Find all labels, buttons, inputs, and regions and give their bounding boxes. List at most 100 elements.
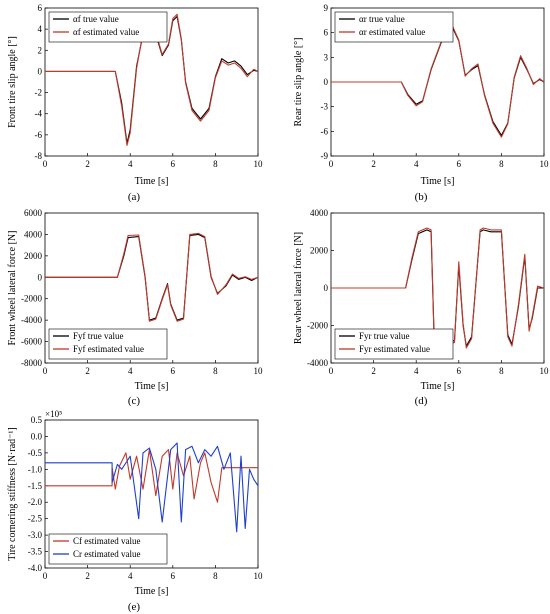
y-tick-label: -6	[35, 130, 43, 140]
y-tick-label: -4000	[307, 358, 328, 368]
series-line-b-1	[331, 20, 545, 138]
x-tick-label: 4	[128, 571, 133, 581]
legend-entry: Fyr true value	[359, 331, 409, 341]
x-tick-label: 0	[329, 159, 334, 169]
panel-caption: (a)	[128, 191, 141, 203]
y-tick-label: -2000	[307, 321, 328, 331]
x-tick-label: 2	[371, 159, 376, 169]
y-tick-label: -2	[35, 88, 43, 98]
y-tick-label: 0	[324, 77, 329, 87]
x-tick-label: 10	[254, 159, 264, 169]
legend-box	[48, 328, 168, 360]
x-tick-label: 6	[171, 571, 176, 581]
y-tick-label: 6000	[24, 208, 43, 218]
y-tick-label: -4	[35, 109, 43, 119]
x-tick-label: 4	[128, 366, 133, 376]
y-tick-label: 6	[324, 28, 329, 38]
y-tick-label: -1.5	[28, 481, 43, 491]
x-tick-label: 10	[540, 159, 550, 169]
chart-panel-b: 0 2 4 6 8 10 9 6 3 0 -3 -6 -9 Time [s] Rear tire slip …	[293, 3, 549, 203]
legend-box	[48, 11, 168, 43]
x-tick-label: 2	[85, 159, 90, 169]
x-tick-label: 6	[171, 159, 176, 169]
y-tick-label: 4000	[24, 229, 43, 239]
y-tick-label: -6000	[21, 337, 42, 347]
y-tick-label: 0.0	[31, 431, 43, 441]
y-tick-label: 4	[38, 24, 43, 34]
y-axis-label: Front wheel lateral force [N]	[7, 231, 18, 346]
y-tick-label: 2	[38, 45, 43, 55]
y-tick-label: -4000	[21, 315, 42, 325]
panel-caption: (e)	[128, 601, 141, 613]
x-axis-label: Time [s]	[421, 381, 455, 392]
y-axis-label: Tire cornering stiffness [N·rad⁻¹]	[7, 427, 18, 561]
series-line-c-1	[45, 232, 259, 322]
y-tick-label: 9	[324, 3, 329, 13]
x-tick-label: 4	[414, 159, 419, 169]
y-tick-label: -1.0	[28, 464, 43, 474]
x-tick-label: 10	[540, 366, 550, 376]
legend-entry: αr true value	[359, 14, 405, 24]
y-tick-label: 0	[324, 283, 329, 293]
series-line-d-1	[331, 227, 545, 349]
x-tick-label: 2	[85, 366, 90, 376]
x-tick-label: 4	[414, 366, 419, 376]
chart-panel-a: 0 2 4 6 8 10 6 4 2 0 -2 -4 -6 -8 Time [s] Front tire sl…	[7, 3, 263, 203]
panel-caption: (b)	[415, 191, 428, 203]
y-tick-label: 2000	[24, 251, 43, 261]
y-tick-label: -6	[321, 126, 329, 136]
legend-entry: Fyf estimated value	[73, 344, 144, 354]
chart-panel-c: 0 2 4 6 8 10 6000 4000 2000 0 -2000 -4000 -6000 -8000…	[7, 208, 263, 407]
y-tick-label: 4000	[310, 208, 329, 218]
y-tick-label: 0	[38, 272, 43, 282]
series-line-a-1	[45, 13, 259, 146]
y-tick-label: -4.0	[28, 563, 43, 573]
y-tick-label: -8	[35, 151, 43, 161]
x-tick-label: 0	[43, 366, 48, 376]
x-tick-label: 8	[213, 366, 218, 376]
x-tick-label: 6	[457, 159, 462, 169]
x-tick-label: 10	[254, 571, 264, 581]
panel-caption: (c)	[128, 395, 141, 407]
x-axis-label: Time [s]	[135, 586, 169, 597]
x-tick-label: 8	[499, 366, 504, 376]
y-axis-label: Rear wheel lateral force [N]	[293, 232, 304, 344]
y-tick-label: -8000	[21, 358, 42, 368]
x-tick-label: 6	[457, 366, 462, 376]
legend-box	[48, 533, 168, 565]
x-tick-label: 8	[213, 159, 218, 169]
chart-panel-e: 0 2 4 6 8 10 0.5 0.0 -0.5 -1.0 -1.5 -2.0 -2.5 -3.0 -3.…	[7, 409, 263, 613]
y-tick-label: 2000	[310, 246, 329, 256]
y-axis-label: Front tire slip angle [°]	[7, 36, 18, 128]
legend-entry: Fyr estimated value	[359, 344, 430, 354]
legend-entry: αf true value	[73, 14, 119, 24]
x-axis-label: Time [s]	[135, 381, 169, 392]
y-tick-label: -3	[321, 102, 329, 112]
legend-entry: αr estimated value	[359, 27, 425, 37]
x-tick-label: 10	[254, 366, 264, 376]
panel-caption: (d)	[415, 395, 428, 407]
legend-entry: αf estimated value	[73, 27, 139, 37]
x-tick-label: 2	[371, 366, 376, 376]
y-tick-label: 3	[324, 52, 329, 62]
legend-entry: Cr estimated value	[73, 549, 140, 559]
series-line-c-0	[45, 233, 259, 321]
y-tick-label: 0	[38, 66, 43, 76]
y-tick-label: -0.5	[28, 448, 43, 458]
x-tick-label: 0	[43, 159, 48, 169]
legend-entry: Fyf true value	[73, 331, 123, 341]
y-tick-label: 0.5	[31, 415, 43, 425]
y-tick-label: 6	[38, 3, 43, 13]
series-line-e-1	[45, 442, 259, 533]
x-tick-label: 8	[499, 159, 504, 169]
legend-box	[334, 328, 454, 360]
chart-panel-d: 0 2 4 6 8 10 4000 2000 0 -2000 -4000 Time [s] Rear w…	[293, 208, 549, 407]
x-tick-label: 6	[171, 366, 176, 376]
x-tick-label: 8	[213, 571, 218, 581]
y-tick-label: -2000	[21, 294, 42, 304]
x-tick-label: 0	[329, 366, 334, 376]
x-tick-label: 2	[85, 571, 90, 581]
x-tick-label: 0	[43, 571, 48, 581]
legend-entry: Cf estimated value	[73, 536, 140, 546]
